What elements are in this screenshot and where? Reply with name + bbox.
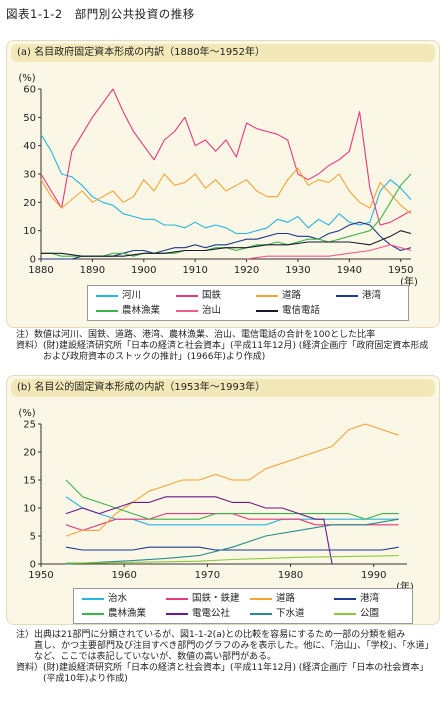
chart-b-series-line-3 xyxy=(65,546,399,551)
legend-swatch xyxy=(250,598,272,600)
note-a-1: 注）数値は河川、国鉄、道路、港湾、農林漁業、治山、電信電話の合計を100とした比… xyxy=(16,330,376,340)
chart-a-series-line-5 xyxy=(246,244,412,260)
legend-label: 電信電話 xyxy=(282,305,321,316)
chart-b-y-axis-label: (%) xyxy=(18,408,35,419)
legend-swatch xyxy=(250,613,272,615)
figure-title: 図表1-1-2 部門別公共投資の推移 xyxy=(6,7,195,21)
legend-swatch xyxy=(82,613,104,615)
legend-swatch xyxy=(334,598,356,600)
chart-a-series-line-0 xyxy=(40,134,412,235)
chart-a-y-tick-label: 60 xyxy=(23,85,36,96)
chart-a-x-tick-label: 1950 xyxy=(388,265,413,276)
legend-label: 農林漁業 xyxy=(108,608,147,619)
legend-label: 下水道 xyxy=(276,608,305,619)
chart-panel-b: (b) 名目公的固定資本形成の内訳（1953年〜1993年） 0 5 10 15 20 2… xyxy=(6,375,440,625)
chart-b-x-tick-label: 1980 xyxy=(278,570,303,581)
chart-a-series-line-1 xyxy=(40,88,412,226)
legend-label: 国鉄 xyxy=(202,290,222,301)
chart-a-series-line-2 xyxy=(40,167,412,215)
note-b-4: 資料）(財)建設経済研究所「日本の経済と社会資本」(平成11年12月) (経済企… xyxy=(16,663,429,673)
chart-b-series-line-1 xyxy=(65,513,399,531)
chart-b-legend: 治水 国鉄・鉄建 道路 港湾農林漁業 電電公社 下水道 公園 xyxy=(73,588,413,624)
chart-a-x-tick-label: 1910 xyxy=(182,265,207,276)
chart-a-y-tick-label: 40 xyxy=(23,141,36,152)
legend-label: 電電公社 xyxy=(192,608,231,619)
chart-b-title: (b) 名目公的固定資本形成の内訳（1953年〜1993年） xyxy=(11,379,435,397)
chart-a-y-tick-label: 50 xyxy=(23,113,36,124)
note-a-3: および政府資本のストックの推計」(1966年)より作成) xyxy=(16,352,266,362)
chart-b-x-tick-label: 1960 xyxy=(111,570,136,581)
legend-label: 道路 xyxy=(282,290,302,301)
legend-swatch xyxy=(82,598,104,600)
legend-swatch xyxy=(334,613,356,615)
chart-b-y-tick-label: 15 xyxy=(23,476,36,487)
chart-panel-a: (a) 名目政府固定資本形成の内訳（1880年〜1952年） 0 10 20 30 40… xyxy=(6,40,440,328)
chart-a-x-tick-label: 1940 xyxy=(337,265,362,276)
chart-a-y-tick-label: 10 xyxy=(23,226,36,237)
legend-label: 農林漁業 xyxy=(122,305,161,316)
chart-b-y-tick-label: 20 xyxy=(23,448,36,459)
chart-b-y-tick-label: 5 xyxy=(30,532,36,543)
legend-swatch xyxy=(256,310,278,312)
chart-b-x-tick-label: 1990 xyxy=(361,570,386,581)
chart-a-legend: 河川 国鉄 道路 港湾農林漁業 治山 電信電話 xyxy=(87,285,409,321)
note-a-2: 資料）(財)建設経済研究所「日本の経済と社会資本」(平成11年12月) (経済企… xyxy=(16,341,429,351)
legend-label: 河川 xyxy=(122,290,142,301)
chart-b-x-tick-label: 1970 xyxy=(195,570,220,581)
note-b-1: 注）出典は21部門に分類されているが、図1-1-2(a)との比較を容易にするため… xyxy=(16,630,406,640)
chart-b-series-line-0 xyxy=(65,496,399,526)
legend-label: 港湾 xyxy=(362,290,382,301)
chart-b-x-tick-label: 1950 xyxy=(28,570,53,581)
chart-a-series-line-6 xyxy=(41,230,412,257)
chart-a-y-tick-label: 20 xyxy=(23,198,36,209)
chart-b-series-line-6 xyxy=(65,518,399,565)
legend-swatch xyxy=(176,310,198,312)
legend-label: 道路 xyxy=(276,593,296,604)
legend-swatch xyxy=(256,295,278,297)
legend-label: 治山 xyxy=(202,305,222,316)
legend-swatch xyxy=(96,310,118,312)
chart-b-series-line-7 xyxy=(66,555,399,564)
note-b-2: 直し、かつ主要部門及び注目すべき部門のグラフのみを表示した。他に、「治山」、「学… xyxy=(16,641,434,651)
legend-label: 公園 xyxy=(360,608,380,619)
chart-a-x-tick-label: 1930 xyxy=(285,265,310,276)
legend-label: 国鉄・鉄建 xyxy=(192,593,240,604)
chart-a-x-axis-label: (年) xyxy=(400,275,418,288)
legend-swatch xyxy=(176,295,198,297)
legend-swatch xyxy=(336,295,358,297)
chart-a-x-tick-label: 1880 xyxy=(28,265,53,276)
chart-b-y-tick-label: 0 xyxy=(30,560,36,571)
chart-a-svg: 0 10 20 30 40 50 60 1880 1890 1900 1910 1920 1930 194… xyxy=(18,73,418,288)
chart-b-series-line-5 xyxy=(65,496,333,565)
chart-a-y-tick-label: 0 xyxy=(30,255,36,266)
chart-a-x-tick-label: 1900 xyxy=(131,265,156,276)
chart-a-title: (a) 名目政府固定資本形成の内訳（1880年〜1952年） xyxy=(11,44,435,62)
legend-label: 港湾 xyxy=(360,593,380,604)
chart-a-y-tick-label: 30 xyxy=(23,170,36,181)
legend-swatch xyxy=(166,598,188,600)
chart-a-series-line-4 xyxy=(41,173,412,257)
legend-label: 治水 xyxy=(108,593,128,604)
note-b-5: (平成10年)より作成) xyxy=(16,674,128,684)
note-b-3: など、ここでは表記していないが、数値の高い部門がある。 xyxy=(16,652,277,662)
legend-swatch xyxy=(96,295,118,297)
chart-a-x-tick-label: 1920 xyxy=(234,265,259,276)
chart-b-y-tick-label: 10 xyxy=(23,504,36,515)
legend-swatch xyxy=(166,613,188,615)
chart-b-y-tick-label: 25 xyxy=(23,420,36,431)
chart-a-x-tick-label: 1890 xyxy=(80,265,105,276)
chart-a-y-axis-label: (%) xyxy=(18,73,35,84)
chart-b-series-line-4 xyxy=(65,479,399,520)
